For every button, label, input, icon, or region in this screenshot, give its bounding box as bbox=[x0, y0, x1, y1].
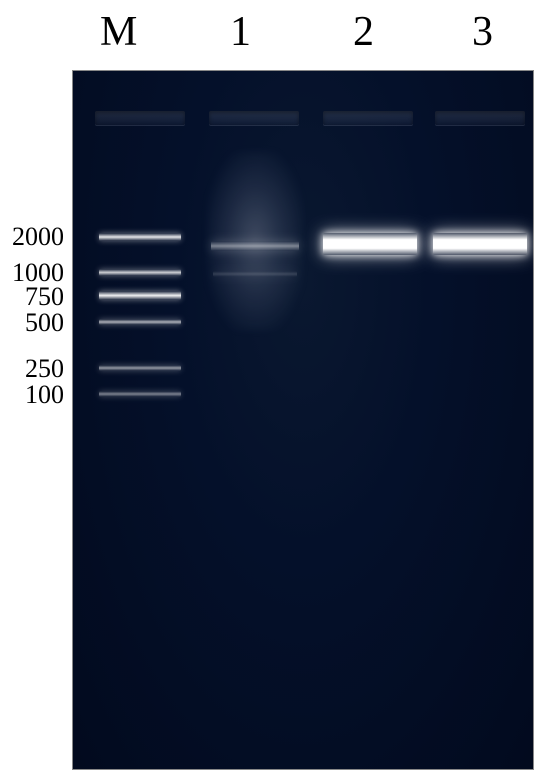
well-marker bbox=[95, 111, 185, 125]
size-label-2000: 2000 bbox=[4, 222, 64, 252]
lane-labels-row: M 1 2 3 bbox=[0, 8, 546, 68]
well-lane-3 bbox=[435, 111, 525, 125]
lane3-band bbox=[433, 233, 527, 255]
ladder-band-750 bbox=[99, 291, 181, 300]
lane1-band-main bbox=[211, 241, 299, 251]
well-lane-1 bbox=[209, 111, 299, 125]
size-label-100: 100 bbox=[18, 380, 64, 410]
lane-label-2: 2 bbox=[353, 8, 374, 56]
lane2-band bbox=[323, 233, 417, 255]
ladder-band-500 bbox=[99, 319, 181, 325]
ladder-band-1000 bbox=[99, 269, 181, 276]
ladder-band-2000 bbox=[99, 233, 181, 241]
size-label-500: 500 bbox=[18, 308, 64, 338]
well-row bbox=[73, 111, 533, 135]
lane-label-marker: M bbox=[100, 8, 137, 56]
gel-area bbox=[72, 70, 534, 770]
ladder-band-250 bbox=[99, 365, 181, 371]
lane1-band-secondary bbox=[213, 271, 297, 277]
lane-label-1: 1 bbox=[230, 8, 251, 56]
gel-figure: M 1 2 3 2000 1000 750 500 250 100 bbox=[0, 0, 546, 783]
ladder-band-100 bbox=[99, 391, 181, 397]
well-lane-2 bbox=[323, 111, 413, 125]
lane-label-3: 3 bbox=[472, 8, 493, 56]
